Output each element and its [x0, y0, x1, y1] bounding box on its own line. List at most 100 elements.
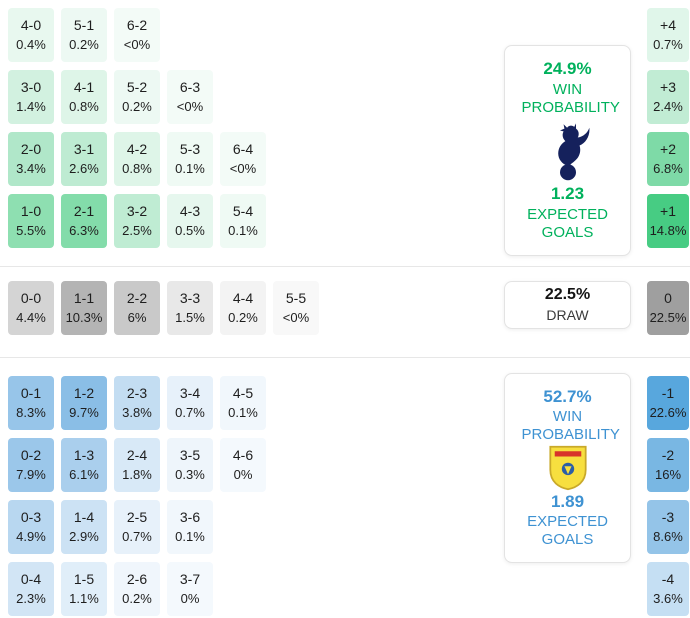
score-probability: 2.3%	[16, 591, 46, 607]
score-cell: 1-2 9.7%	[61, 376, 107, 430]
score-label: 2-5	[126, 509, 148, 526]
score-probability: 1.8%	[122, 467, 152, 483]
score-cell: 4-3 0.5%	[167, 194, 213, 248]
home-score-row-3: 2-0 3.4% 3-1 2.6% 4-2 0.8% 5-3 0.1% 6-4 <0%	[8, 132, 266, 186]
score-probability: 6.1%	[69, 467, 99, 483]
score-cell: 2-4 1.8%	[114, 438, 160, 492]
away-expected-goals-label: EXPECTED GOALS	[527, 512, 608, 548]
score-label: 0-1	[20, 385, 42, 402]
score-label: 2-3	[126, 385, 148, 402]
section-divider	[0, 266, 690, 267]
score-probability: 1.4%	[16, 99, 46, 115]
score-probability: <0%	[282, 310, 310, 326]
tottenham-hotspur-logo	[540, 118, 596, 182]
score-cell: 0-2 7.9%	[8, 438, 54, 492]
score-label: 4-6	[232, 447, 254, 464]
score-probability: 3.4%	[16, 161, 46, 177]
score-probability: 0.2%	[122, 99, 152, 115]
margin-probability: 3.6%	[653, 591, 683, 607]
draw-probability-value: 22.5%	[544, 286, 591, 304]
score-cell: 2-6 0.2%	[114, 562, 160, 616]
away-win-panel: 52.7% WIN PROBABILITY 1.89 EXPECTED GOAL…	[504, 373, 631, 563]
score-cell: 4-1 0.8%	[61, 70, 107, 124]
score-probability: 1.1%	[69, 591, 99, 607]
score-probability: 2.6%	[69, 161, 99, 177]
away-win-probability-value: 52.7%	[543, 387, 592, 406]
score-cell: 6-4 <0%	[220, 132, 266, 186]
score-probability: 0.8%	[69, 99, 99, 115]
score-cell: 1-3 6.1%	[61, 438, 107, 492]
score-label: 1-3	[73, 447, 95, 464]
score-cell: 4-2 0.8%	[114, 132, 160, 186]
home-score-row-1: 4-0 0.4% 5-1 0.2% 6-2 <0%	[8, 8, 160, 62]
margin-cell: +4 0.7%	[647, 8, 689, 62]
margin-cell: +2 6.8%	[647, 132, 689, 186]
margin-cell: -3 8.6%	[647, 500, 689, 554]
score-label: 3-4	[179, 385, 201, 402]
away-score-row-2: 0-2 7.9% 1-3 6.1% 2-4 1.8% 3-5 0.3% 4-6 0%	[8, 438, 266, 492]
section-divider	[0, 357, 690, 358]
score-probability: 8.3%	[16, 405, 46, 421]
score-label: 3-0	[20, 79, 42, 96]
score-probability: 0%	[233, 467, 253, 483]
score-cell: 6-3 <0%	[167, 70, 213, 124]
score-cell: 0-3 4.9%	[8, 500, 54, 554]
score-cell: 2-3 3.8%	[114, 376, 160, 430]
margin-label: +2	[660, 141, 676, 158]
score-cell: 5-4 0.1%	[220, 194, 266, 248]
margin-label: -4	[661, 571, 675, 588]
score-label: 3-3	[179, 290, 201, 307]
score-cell: 4-5 0.1%	[220, 376, 266, 430]
score-probability: 0.1%	[228, 405, 258, 421]
away-score-row-4: 0-4 2.3% 1-5 1.1% 2-6 0.2% 3-7 0%	[8, 562, 213, 616]
score-probability: 4.4%	[16, 310, 46, 326]
score-label: 1-0	[20, 203, 42, 220]
score-cell: 4-0 0.4%	[8, 8, 54, 62]
score-probability: 0.5%	[175, 223, 205, 239]
margin-cell: -2 16%	[647, 438, 689, 492]
home-expected-goals-label: EXPECTED GOALS	[527, 205, 608, 241]
score-label: 6-4	[232, 141, 254, 158]
margin-label: +3	[660, 79, 676, 96]
score-probability: 6%	[127, 310, 147, 326]
score-probability: 2.5%	[122, 223, 152, 239]
score-label: 5-2	[126, 79, 148, 96]
score-probability: 0%	[180, 591, 200, 607]
score-cell: 3-1 2.6%	[61, 132, 107, 186]
score-cell: 2-2 6%	[114, 281, 160, 335]
score-label: 4-0	[20, 17, 42, 34]
score-cell: 2-0 3.4%	[8, 132, 54, 186]
score-probability: 0.2%	[122, 591, 152, 607]
margin-label: +1	[660, 203, 676, 220]
score-cell: 5-5 <0%	[273, 281, 319, 335]
margin-probability: 8.6%	[653, 529, 683, 545]
score-probability: 0.1%	[228, 223, 258, 239]
score-probability: 1.5%	[175, 310, 205, 326]
score-cell: 4-4 0.2%	[220, 281, 266, 335]
draw-panel: 22.5% DRAW	[504, 281, 631, 329]
score-cell: 1-1 10.3%	[61, 281, 107, 335]
score-label: 5-4	[232, 203, 254, 220]
score-probability: <0%	[123, 37, 151, 53]
score-probability: 0.3%	[175, 467, 205, 483]
score-label: 6-3	[179, 79, 201, 96]
score-cell: 3-6 0.1%	[167, 500, 213, 554]
score-cell: 4-6 0%	[220, 438, 266, 492]
margin-probability: 2.4%	[653, 99, 683, 115]
score-label: 5-5	[285, 290, 307, 307]
score-label: 2-4	[126, 447, 148, 464]
score-cell: 1-0 5.5%	[8, 194, 54, 248]
margin-probability: 22.5%	[649, 310, 687, 326]
score-probability: 2.9%	[69, 529, 99, 545]
margin-cell: +1 14.8%	[647, 194, 689, 248]
score-cell: 1-5 1.1%	[61, 562, 107, 616]
score-label: 1-2	[73, 385, 95, 402]
score-label: 5-3	[179, 141, 201, 158]
score-label: 2-1	[73, 203, 95, 220]
score-cell: 3-7 0%	[167, 562, 213, 616]
score-cell: 3-2 2.5%	[114, 194, 160, 248]
margin-cell: +3 2.4%	[647, 70, 689, 124]
home-win-probability-value: 24.9%	[543, 59, 592, 78]
margin-label: 0	[664, 290, 672, 307]
draw-label: DRAW	[546, 306, 589, 323]
